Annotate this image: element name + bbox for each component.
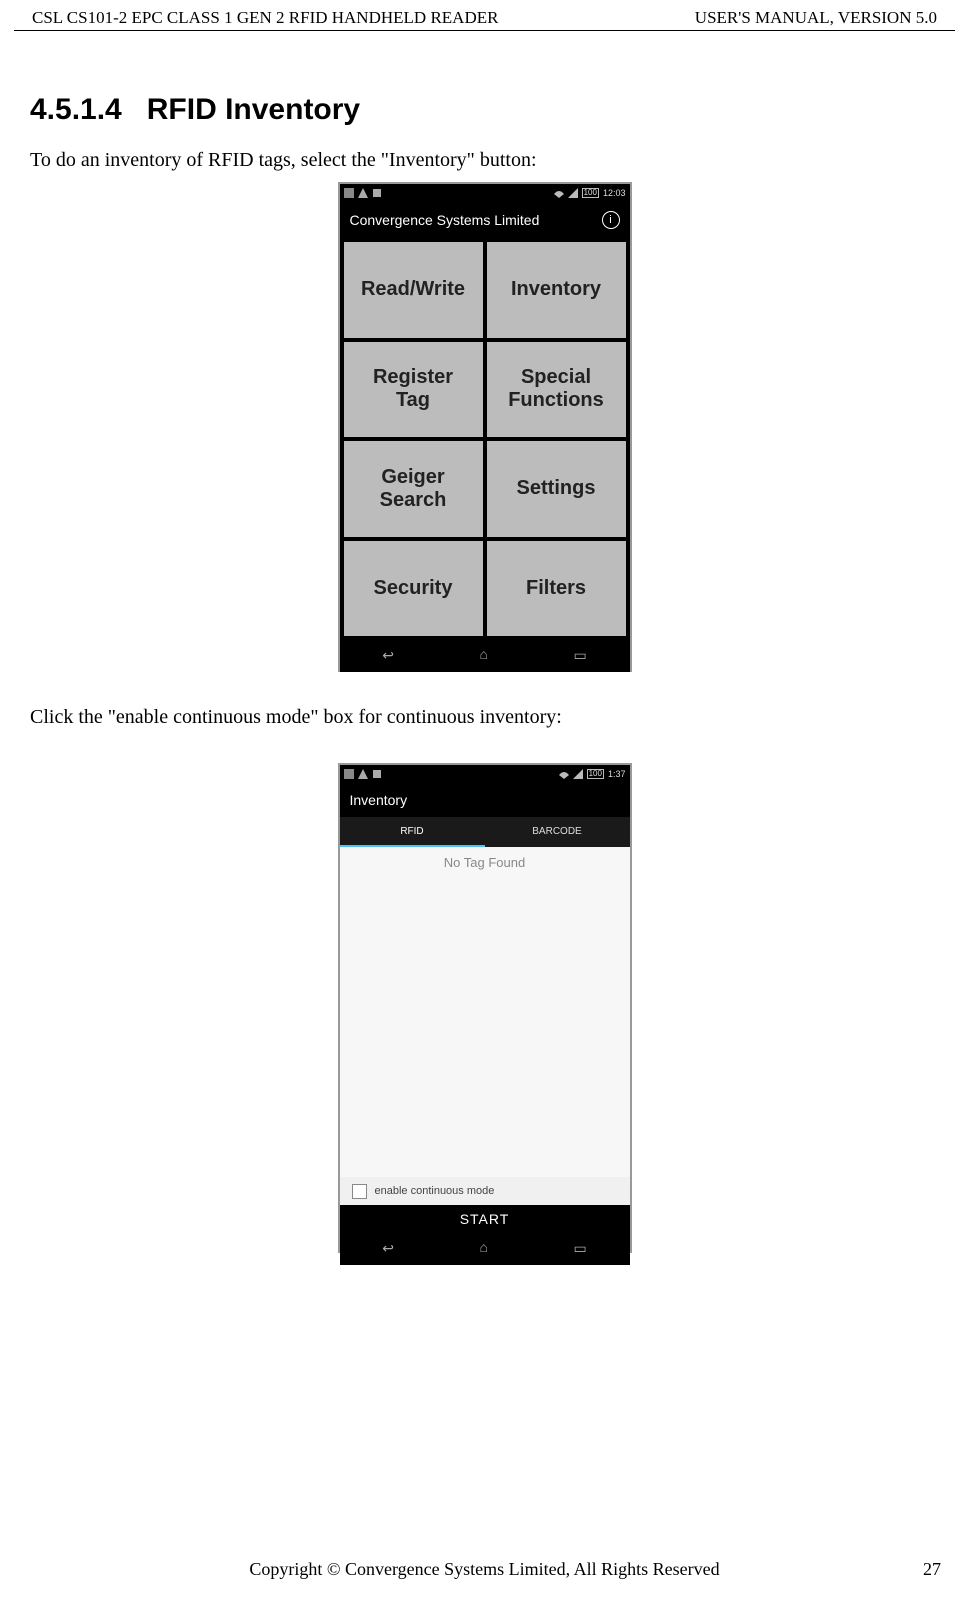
recent-icon[interactable]: ▭ xyxy=(573,1241,586,1258)
app-icon xyxy=(372,188,382,198)
continuous-mode-label: enable continuous mode xyxy=(375,1185,495,1197)
continuous-mode-row[interactable]: enable continuous mode xyxy=(340,1177,630,1205)
security-button[interactable]: Security xyxy=(344,541,483,637)
back-icon[interactable]: ↩ xyxy=(382,1241,394,1258)
page-header: CSL CS101-2 EPC CLASS 1 GEN 2 RFID HANDH… xyxy=(14,0,955,31)
inventory-tabs: RFID BARCODE xyxy=(340,817,630,847)
special-functions-button[interactable]: SpecialFunctions xyxy=(487,342,626,438)
register-tag-button[interactable]: RegisterTag xyxy=(344,342,483,438)
page-footer: Copyright © Convergence Systems Limited,… xyxy=(0,1559,969,1580)
inventory-body: No Tag Found xyxy=(340,847,630,1177)
wifi-icon xyxy=(559,769,569,779)
inventory-title-bar: Inventory xyxy=(340,783,630,817)
checkbox-icon[interactable] xyxy=(352,1184,367,1199)
status-right-icons-2: 100 1:37 xyxy=(559,769,626,779)
home-icon[interactable]: ⌂ xyxy=(480,1241,488,1257)
screenshot-main-menu: 100 12:03 Convergence Systems Limited i … xyxy=(338,182,632,672)
paragraph-2: Click the "enable continuous mode" box f… xyxy=(0,672,969,733)
warning-icon xyxy=(358,188,368,198)
status-left-icons-2 xyxy=(344,769,382,779)
start-button[interactable]: START xyxy=(340,1205,630,1233)
header-left: CSL CS101-2 EPC CLASS 1 GEN 2 RFID HANDH… xyxy=(32,8,498,28)
home-icon[interactable]: ⌂ xyxy=(480,648,488,664)
app-icon xyxy=(372,769,382,779)
battery-icon: 100 xyxy=(582,188,599,198)
battery-icon: 100 xyxy=(587,769,604,779)
warning-icon xyxy=(358,769,368,779)
status-bar: 100 12:03 xyxy=(340,184,630,202)
tab-barcode[interactable]: BARCODE xyxy=(485,817,630,847)
wifi-icon xyxy=(554,188,564,198)
settings-button[interactable]: Settings xyxy=(487,441,626,537)
screenshot-inventory: 100 1:37 Inventory RFID BARCODE No Tag F… xyxy=(338,763,632,1253)
main-menu-grid: Read/Write Inventory RegisterTag Special… xyxy=(340,238,630,640)
status-left-icons xyxy=(344,188,382,198)
read-write-button[interactable]: Read/Write xyxy=(344,242,483,338)
notification-icon xyxy=(344,769,354,779)
geiger-search-button[interactable]: GeigerSearch xyxy=(344,441,483,537)
paragraph-1: To do an inventory of RFID tags, select … xyxy=(0,127,969,176)
page-number: 27 xyxy=(923,1559,941,1580)
notification-icon xyxy=(344,188,354,198)
no-tag-found-text: No Tag Found xyxy=(444,855,525,870)
status-time-2: 1:37 xyxy=(608,769,626,779)
recent-icon[interactable]: ▭ xyxy=(573,648,586,665)
status-bar-2: 100 1:37 xyxy=(340,765,630,783)
signal-icon xyxy=(573,769,583,779)
inventory-button[interactable]: Inventory xyxy=(487,242,626,338)
section-heading: 4.5.1.4 RFID Inventory xyxy=(0,93,969,127)
app-title-bar: Convergence Systems Limited i xyxy=(340,202,630,238)
info-icon[interactable]: i xyxy=(602,211,620,229)
app-title-text: Convergence Systems Limited xyxy=(350,212,540,228)
status-right-icons: 100 12:03 xyxy=(554,188,626,198)
tab-rfid[interactable]: RFID xyxy=(340,817,485,847)
section-number: 4.5.1.4 xyxy=(30,93,122,126)
status-time: 12:03 xyxy=(603,188,626,198)
header-right: USER'S MANUAL, VERSION 5.0 xyxy=(695,8,937,28)
signal-icon xyxy=(568,188,578,198)
back-icon[interactable]: ↩ xyxy=(382,648,394,665)
section-title-text: RFID Inventory xyxy=(147,93,360,126)
inventory-title-text: Inventory xyxy=(350,792,408,808)
android-nav-bar-2: ↩ ⌂ ▭ xyxy=(340,1233,630,1265)
filters-button[interactable]: Filters xyxy=(487,541,626,637)
android-nav-bar: ↩ ⌂ ▭ xyxy=(340,640,630,672)
